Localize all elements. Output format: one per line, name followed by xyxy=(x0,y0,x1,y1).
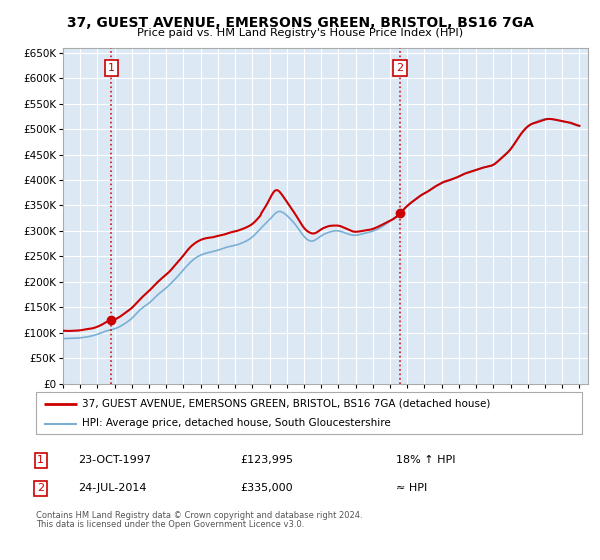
Text: 24-JUL-2014: 24-JUL-2014 xyxy=(78,483,146,493)
Text: ≈ HPI: ≈ HPI xyxy=(396,483,427,493)
Text: £335,000: £335,000 xyxy=(240,483,293,493)
Text: 2: 2 xyxy=(37,483,44,493)
Text: 37, GUEST AVENUE, EMERSONS GREEN, BRISTOL, BS16 7GA (detached house): 37, GUEST AVENUE, EMERSONS GREEN, BRISTO… xyxy=(82,399,491,409)
Text: 2: 2 xyxy=(396,63,403,73)
Text: Price paid vs. HM Land Registry's House Price Index (HPI): Price paid vs. HM Land Registry's House … xyxy=(137,28,463,38)
Text: 18% ↑ HPI: 18% ↑ HPI xyxy=(396,455,455,465)
Text: 1: 1 xyxy=(37,455,44,465)
Text: 23-OCT-1997: 23-OCT-1997 xyxy=(78,455,151,465)
Text: £123,995: £123,995 xyxy=(240,455,293,465)
Text: HPI: Average price, detached house, South Gloucestershire: HPI: Average price, detached house, Sout… xyxy=(82,418,391,428)
Text: 1: 1 xyxy=(108,63,115,73)
Text: This data is licensed under the Open Government Licence v3.0.: This data is licensed under the Open Gov… xyxy=(36,520,304,529)
Text: 37, GUEST AVENUE, EMERSONS GREEN, BRISTOL, BS16 7GA: 37, GUEST AVENUE, EMERSONS GREEN, BRISTO… xyxy=(67,16,533,30)
FancyBboxPatch shape xyxy=(36,392,582,434)
Text: Contains HM Land Registry data © Crown copyright and database right 2024.: Contains HM Land Registry data © Crown c… xyxy=(36,511,362,520)
